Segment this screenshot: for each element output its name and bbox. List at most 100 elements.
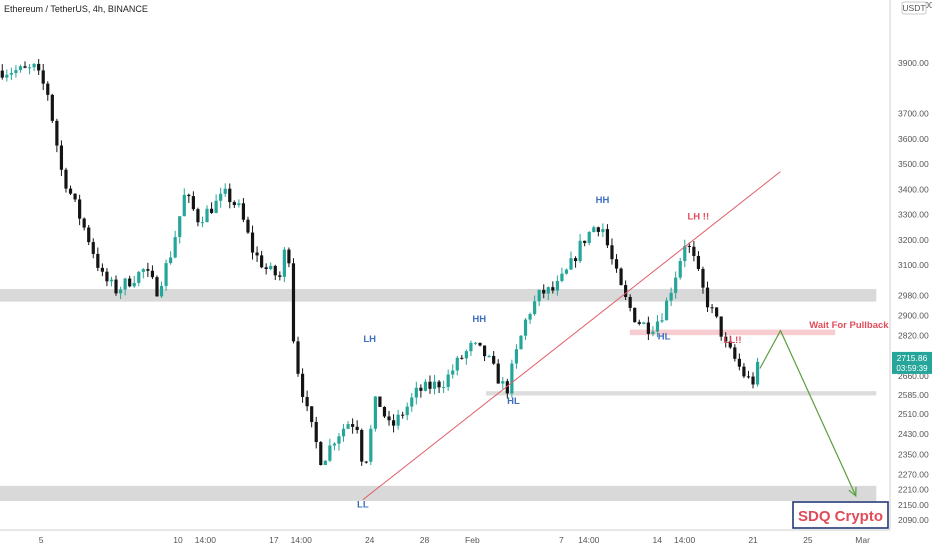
candle-body bbox=[173, 237, 177, 258]
candle-body bbox=[18, 66, 23, 71]
y-tick-label: 3200.00 bbox=[898, 235, 929, 245]
candle-body bbox=[619, 268, 623, 286]
candle-body bbox=[50, 94, 54, 121]
x-tick-label: 10 bbox=[173, 535, 183, 545]
candle-body bbox=[496, 363, 500, 384]
zone-rect bbox=[0, 288, 877, 302]
currency-box bbox=[901, 1, 927, 15]
candle-body bbox=[41, 70, 45, 84]
candle-body bbox=[382, 406, 387, 417]
candle-body bbox=[273, 265, 277, 276]
candle-body bbox=[655, 321, 660, 332]
candle-body bbox=[401, 414, 405, 416]
candle-body bbox=[73, 193, 77, 200]
candle-body bbox=[510, 363, 514, 394]
candle-body bbox=[715, 307, 719, 317]
candle-body bbox=[742, 366, 746, 377]
candle-body bbox=[141, 269, 145, 272]
candle-body bbox=[501, 381, 505, 384]
candle-body bbox=[146, 269, 150, 271]
currency-label: USDT bbox=[902, 3, 925, 13]
x-tick-label: 24 bbox=[365, 535, 375, 545]
y-tick-label: 2090.00 bbox=[898, 515, 929, 525]
candle-body bbox=[746, 376, 751, 378]
candle-body bbox=[314, 421, 318, 443]
candle-body bbox=[573, 258, 578, 262]
candle-body bbox=[64, 169, 68, 189]
candle-body bbox=[405, 406, 409, 416]
candle-body bbox=[628, 296, 632, 308]
candle-body bbox=[14, 70, 18, 74]
y-tick-label: 2430.00 bbox=[898, 429, 929, 439]
candle-body bbox=[464, 351, 468, 359]
candle-body bbox=[451, 370, 455, 375]
candle-body bbox=[341, 428, 346, 437]
candle-body bbox=[337, 436, 341, 444]
y-tick-label: 2660.00 bbox=[898, 371, 929, 381]
y-tick-label: 3300.00 bbox=[898, 210, 929, 220]
y-tick-label: 2210.00 bbox=[898, 485, 929, 495]
candle-body bbox=[59, 145, 64, 170]
candle-body bbox=[755, 361, 760, 385]
candle-body bbox=[728, 341, 732, 348]
candle-body bbox=[328, 445, 332, 461]
candle-body bbox=[551, 287, 555, 291]
candle-body bbox=[68, 188, 73, 194]
candle-body bbox=[369, 428, 373, 462]
candle-body bbox=[123, 278, 127, 290]
candle-body bbox=[533, 301, 537, 315]
candle-body bbox=[196, 209, 200, 223]
candle-body bbox=[546, 287, 550, 294]
candle-body bbox=[305, 396, 309, 407]
annotation-label: HH bbox=[596, 195, 610, 206]
candle-body bbox=[78, 199, 82, 219]
x-tick-label: 14:00 bbox=[291, 535, 313, 545]
candle-body bbox=[523, 319, 528, 336]
candle-body bbox=[410, 397, 414, 407]
y-tick-label: 2350.00 bbox=[898, 449, 929, 459]
candle-body bbox=[5, 74, 9, 78]
annotation-label: LL!! bbox=[724, 335, 742, 346]
annotation-label: HH bbox=[472, 314, 486, 325]
candle-body bbox=[423, 381, 428, 391]
candle-body bbox=[373, 396, 377, 429]
watermark-box bbox=[792, 501, 889, 529]
candle-body bbox=[610, 245, 614, 260]
candle-body bbox=[751, 376, 755, 385]
y-tick-label: 2150.00 bbox=[898, 500, 929, 510]
candle-body bbox=[701, 268, 705, 288]
candle-body bbox=[487, 355, 491, 357]
candle-body bbox=[428, 381, 432, 389]
candle-body bbox=[560, 273, 564, 281]
candle-body bbox=[492, 355, 496, 364]
countdown-value: 03:59:39 bbox=[896, 364, 928, 373]
candle-body bbox=[592, 227, 596, 233]
candle-body bbox=[601, 229, 605, 232]
candle-body bbox=[27, 67, 32, 69]
candle-body bbox=[9, 73, 13, 75]
candle-body bbox=[23, 66, 27, 68]
candle-body bbox=[296, 341, 300, 374]
candle-body bbox=[710, 307, 714, 309]
candle-body bbox=[696, 255, 701, 269]
candle-body bbox=[0, 70, 4, 78]
candle-body bbox=[674, 277, 678, 293]
candle-body bbox=[164, 263, 168, 286]
candle-body bbox=[269, 265, 273, 270]
candle-body bbox=[264, 267, 268, 270]
candle-body bbox=[32, 63, 36, 68]
candle-body bbox=[437, 381, 441, 388]
candle-body bbox=[351, 424, 355, 427]
candle-body bbox=[132, 282, 136, 287]
y-tick-label: 2980.00 bbox=[898, 290, 929, 300]
candle-body bbox=[87, 227, 91, 243]
candle-body bbox=[469, 342, 473, 352]
candle-body bbox=[100, 267, 104, 272]
candle-body bbox=[660, 320, 664, 322]
candle-body bbox=[432, 381, 437, 389]
y-tick-label: 2585.00 bbox=[898, 390, 929, 400]
x-tick-label: 14 bbox=[652, 535, 662, 545]
candle-body bbox=[387, 416, 391, 421]
